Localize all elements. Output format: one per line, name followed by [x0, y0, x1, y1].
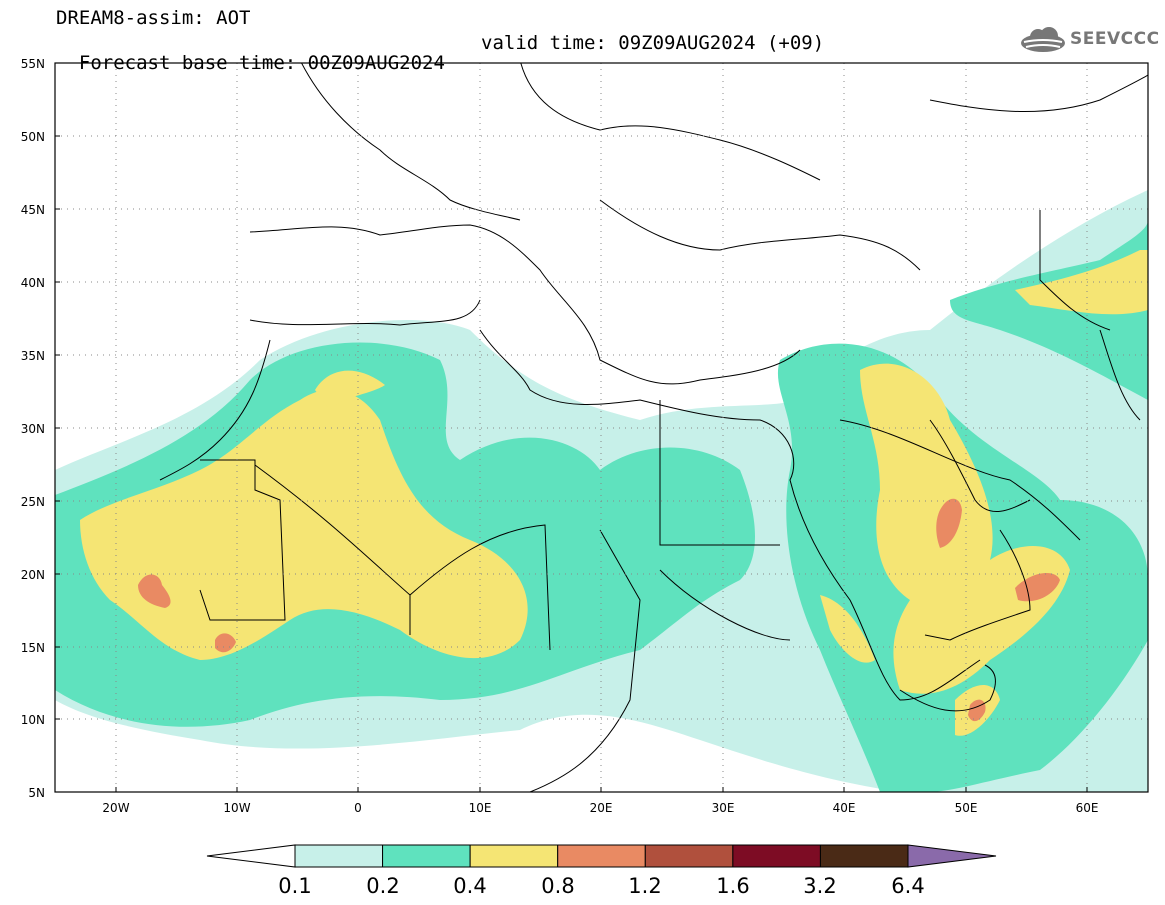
colorbar-labels: 0.1 0.2 0.4 0.8 1.2 1.6 3.2 6.4: [278, 874, 924, 898]
colorbar-label: 0.2: [366, 874, 399, 898]
colorbar-box: [469, 844, 559, 868]
lon-label: 0: [354, 801, 362, 815]
lat-label: 35N: [21, 349, 45, 363]
aot-band-0.4: [80, 250, 1148, 736]
colorbar-box: [294, 844, 384, 868]
lon-label: 50E: [955, 801, 978, 815]
lon-label: 10E: [469, 801, 492, 815]
colorbar-under-arrow: [206, 844, 296, 868]
colorbar-over-arrow: [907, 844, 997, 868]
lon-label: 20E: [590, 801, 613, 815]
lat-label: 30N: [21, 422, 45, 436]
cloud-icon: [1021, 27, 1065, 52]
tick-marks: [55, 62, 1088, 793]
logo-text: SEEVCCC: [1070, 29, 1160, 49]
colorbar-box: [382, 844, 471, 868]
lat-label: 15N: [21, 641, 45, 655]
lat-label: 10N: [21, 713, 45, 727]
lat-label: 50N: [21, 130, 45, 144]
lat-label: 5N: [28, 786, 45, 800]
lon-label: 10W: [223, 801, 250, 815]
valid-time-label: valid time: 09Z09AUG2024 (+09): [481, 32, 825, 54]
colorbar-label: 0.8: [541, 874, 574, 898]
map-title: DREAM8-assim: AOT: [56, 7, 251, 29]
lon-label: 60E: [1076, 801, 1099, 815]
lon-label: 20W: [102, 801, 129, 815]
colorbar-label: 0.1: [278, 874, 311, 898]
latitude-labels: 55N 50N 45N 40N 35N 30N 25N 20N 15N 10N …: [21, 57, 45, 800]
lat-label: 55N: [21, 57, 45, 71]
lat-label: 25N: [21, 495, 45, 509]
country-borders: [159, 63, 1148, 792]
colorbar-label: 1.2: [628, 874, 661, 898]
colorbar-label: 1.6: [716, 874, 749, 898]
colorbar-box: [644, 844, 734, 868]
colorbar-box: [557, 844, 646, 868]
colorbar-label: 0.4: [453, 874, 486, 898]
colorbar-label: 6.4: [891, 874, 924, 898]
lat-label: 45N: [21, 203, 45, 217]
colorbar-box: [732, 844, 821, 868]
lon-label: 30E: [712, 801, 735, 815]
colorbar-boxes: [294, 844, 909, 868]
aot-band-0.8: [138, 498, 1060, 722]
lat-label: 20N: [21, 568, 45, 582]
aot-field: [55, 190, 1148, 792]
gridlines: [55, 63, 1148, 792]
colorbar-label: 3.2: [803, 874, 836, 898]
longitude-labels: 20W 10W 0 10E 20E 30E 40E 50E 60E: [102, 801, 1098, 815]
colorbar-box: [819, 844, 909, 868]
seevccc-logo: SEEVCCC: [1018, 25, 1160, 55]
lon-label: 40E: [833, 801, 856, 815]
lat-label: 40N: [21, 276, 45, 290]
